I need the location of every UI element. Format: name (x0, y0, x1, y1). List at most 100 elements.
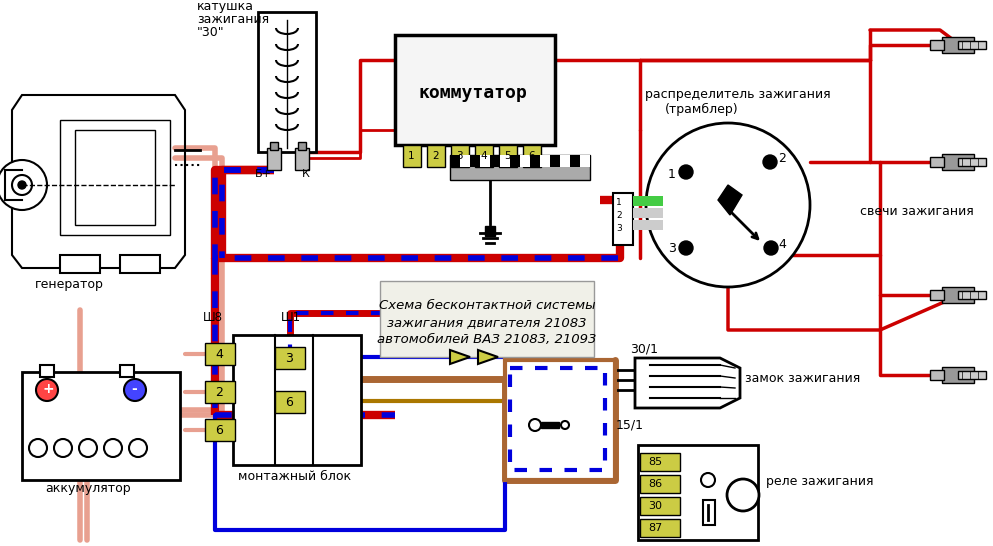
Bar (520, 155, 530, 167)
Text: 3: 3 (616, 224, 622, 233)
Text: зажигания двигателя 21083: зажигания двигателя 21083 (387, 316, 587, 329)
Text: К: К (302, 169, 310, 179)
Circle shape (79, 439, 97, 457)
Circle shape (124, 379, 146, 401)
Circle shape (764, 241, 778, 255)
Circle shape (646, 123, 810, 287)
Text: 1: 1 (616, 198, 622, 207)
Circle shape (12, 175, 32, 195)
Text: реле зажигания: реле зажигания (766, 475, 874, 488)
Text: Ш1: Ш1 (281, 311, 301, 324)
Bar (942, 154, 974, 170)
Bar (275, 391, 305, 413)
Text: 6: 6 (528, 151, 534, 161)
Circle shape (129, 439, 147, 457)
Bar (958, 41, 986, 49)
Bar (295, 148, 309, 170)
Bar (958, 291, 986, 299)
Text: 85: 85 (648, 457, 662, 467)
Text: 5: 5 (504, 151, 510, 161)
Bar (930, 290, 944, 300)
Text: 3: 3 (285, 352, 293, 365)
Circle shape (763, 155, 777, 169)
Text: аккумулятор: аккумулятор (45, 482, 131, 495)
Bar (470, 155, 480, 167)
Text: 15/1: 15/1 (616, 418, 644, 431)
Text: монтажный блок: монтажный блок (238, 470, 352, 483)
Bar (490, 155, 500, 167)
Text: 3: 3 (668, 242, 676, 255)
Bar (930, 40, 944, 50)
Bar (640, 519, 680, 537)
FancyBboxPatch shape (380, 281, 594, 357)
Text: зажигания: зажигания (197, 13, 269, 26)
Bar (40, 365, 54, 377)
Text: свечи зажигания: свечи зажигания (860, 205, 974, 218)
Bar (523, 145, 541, 167)
Bar (233, 335, 361, 465)
Bar (942, 367, 974, 383)
Text: Ш8: Ш8 (203, 311, 223, 324)
Bar (541, 422, 559, 428)
Bar (395, 35, 555, 145)
Text: замок зажигания: замок зажигания (745, 372, 860, 385)
Bar (633, 196, 663, 206)
Bar (267, 148, 281, 170)
Polygon shape (718, 185, 742, 215)
Text: 2: 2 (432, 151, 439, 161)
Bar (499, 145, 517, 167)
Text: 86: 86 (648, 479, 662, 489)
Bar (942, 287, 974, 303)
Bar (540, 155, 550, 167)
Bar (22, 372, 180, 480)
Bar (480, 155, 490, 167)
Circle shape (561, 421, 569, 429)
Bar (613, 193, 633, 245)
Bar (205, 381, 235, 403)
Bar (570, 155, 580, 167)
Text: 6: 6 (215, 424, 222, 437)
Text: коммутатор: коммутатор (418, 84, 526, 102)
Text: катушка: катушка (197, 0, 254, 13)
Bar (75, 130, 155, 225)
Text: "30": "30" (197, 26, 224, 39)
Bar (633, 208, 663, 218)
Text: 1: 1 (668, 168, 676, 181)
Text: 30: 30 (648, 501, 662, 511)
Text: 4: 4 (480, 151, 487, 161)
Text: распределитель зажигания: распределитель зажигания (645, 88, 830, 101)
Bar (930, 370, 944, 380)
Bar (450, 155, 590, 180)
Bar (460, 155, 470, 167)
Polygon shape (450, 350, 470, 364)
Bar (640, 497, 680, 515)
Polygon shape (478, 350, 498, 364)
Bar (505, 360, 615, 480)
Bar (450, 155, 460, 167)
Bar (958, 158, 986, 166)
Text: 2: 2 (616, 211, 622, 220)
Text: (трамблер): (трамблер) (665, 103, 739, 116)
Circle shape (0, 160, 47, 210)
Circle shape (679, 241, 693, 255)
Text: 2: 2 (778, 152, 785, 165)
Bar (942, 37, 974, 53)
Bar (403, 145, 421, 167)
Bar (485, 226, 495, 236)
Bar (640, 475, 680, 493)
Bar (703, 500, 715, 525)
Circle shape (54, 439, 72, 457)
Text: 87: 87 (648, 523, 662, 533)
Bar (958, 371, 986, 379)
Bar (580, 155, 590, 167)
Text: 4: 4 (215, 348, 222, 361)
Bar (560, 155, 570, 167)
Bar (258, 12, 316, 152)
Circle shape (36, 379, 58, 401)
Bar (510, 155, 520, 167)
Text: 2: 2 (215, 386, 222, 399)
Bar (475, 145, 493, 167)
Text: Схема бесконтактной системы: Схема бесконтактной системы (378, 299, 596, 312)
Bar (120, 255, 160, 273)
Text: автомобилей ВАЗ 21083, 21093: автомобилей ВАЗ 21083, 21093 (377, 333, 597, 346)
